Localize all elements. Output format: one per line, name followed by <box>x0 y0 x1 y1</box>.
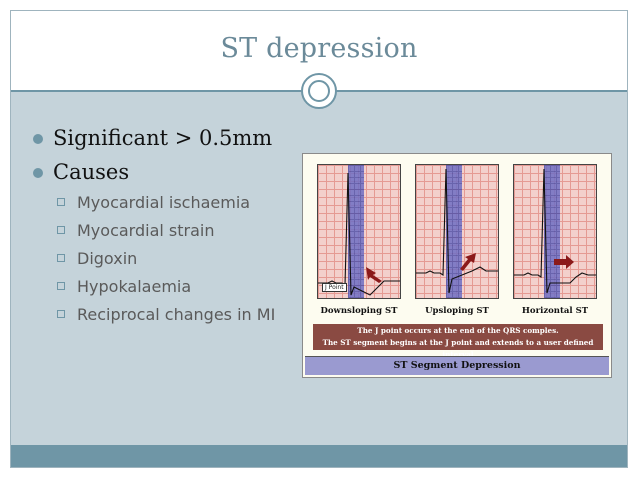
bullet-item: Causes <box>33 158 275 192</box>
caption-upsloping: Upsloping ST <box>425 306 489 316</box>
arrow-icon <box>554 255 574 269</box>
square-bullet-icon <box>57 226 65 234</box>
figure-note: The J point occurs at the end of the QRS… <box>313 324 603 359</box>
ecg-trace-horizontal <box>514 168 596 294</box>
sub-bullet-item: Reciprocal changes in MI <box>33 304 275 332</box>
st-band <box>348 165 364 298</box>
figure-footer: ST Segment Depression <box>305 356 609 375</box>
sub-bullet-item: Hypokalaemia <box>33 276 275 304</box>
square-bullet-icon <box>57 254 65 262</box>
jpoint-label: J Point <box>322 283 347 292</box>
sub-bullet-item: Myocardial ischaemia <box>33 192 275 220</box>
sub-bullet-text: Hypokalaemia <box>77 277 192 296</box>
square-bullet-icon <box>57 198 65 206</box>
square-bullet-icon <box>57 282 65 290</box>
sub-bullet-text: Myocardial ischaemia <box>77 193 251 212</box>
arrow-icon <box>366 267 382 283</box>
note-line-2: The ST segment begins at the J point and… <box>322 338 594 359</box>
bullet-text: Significant > 0.5mm <box>53 126 273 150</box>
bullet-item: Significant > 0.5mm <box>33 124 275 158</box>
ecg-trace-upsloping <box>416 168 498 294</box>
bullet-dot-icon <box>33 134 43 144</box>
sub-bullet-text: Reciprocal changes in MI <box>77 305 276 324</box>
sub-bullet-text: Myocardial strain <box>77 221 215 240</box>
sub-bullet-item: Myocardial strain <box>33 220 275 248</box>
caption-downsloping: Downsloping ST <box>320 306 398 316</box>
caption-horizontal: Horizontal ST <box>521 306 589 316</box>
ecg-figure: J Point Downsloping ST Upsloping ST Hori… <box>302 153 612 378</box>
st-band <box>446 165 462 298</box>
bullet-dot-icon <box>33 168 43 178</box>
bottom-bar <box>11 445 627 467</box>
ecg-panel-horizontal <box>513 164 597 299</box>
square-bullet-icon <box>57 310 65 318</box>
arrow-icon <box>460 253 476 271</box>
ecg-panel-downsloping: J Point <box>317 164 401 299</box>
slide-title: ST depression <box>220 33 418 64</box>
ecg-panel-upsloping <box>415 164 499 299</box>
note-line-1: The J point occurs at the end of the QRS… <box>357 326 559 335</box>
sub-bullet-item: Digoxin <box>33 248 275 276</box>
circle-ornament-icon <box>301 73 337 109</box>
sub-bullet-text: Digoxin <box>77 249 138 268</box>
ecg-trace-downsloping <box>318 172 400 296</box>
bullet-list: Significant > 0.5mm Causes Myocardial is… <box>33 124 275 332</box>
bullet-text: Causes <box>53 160 130 184</box>
